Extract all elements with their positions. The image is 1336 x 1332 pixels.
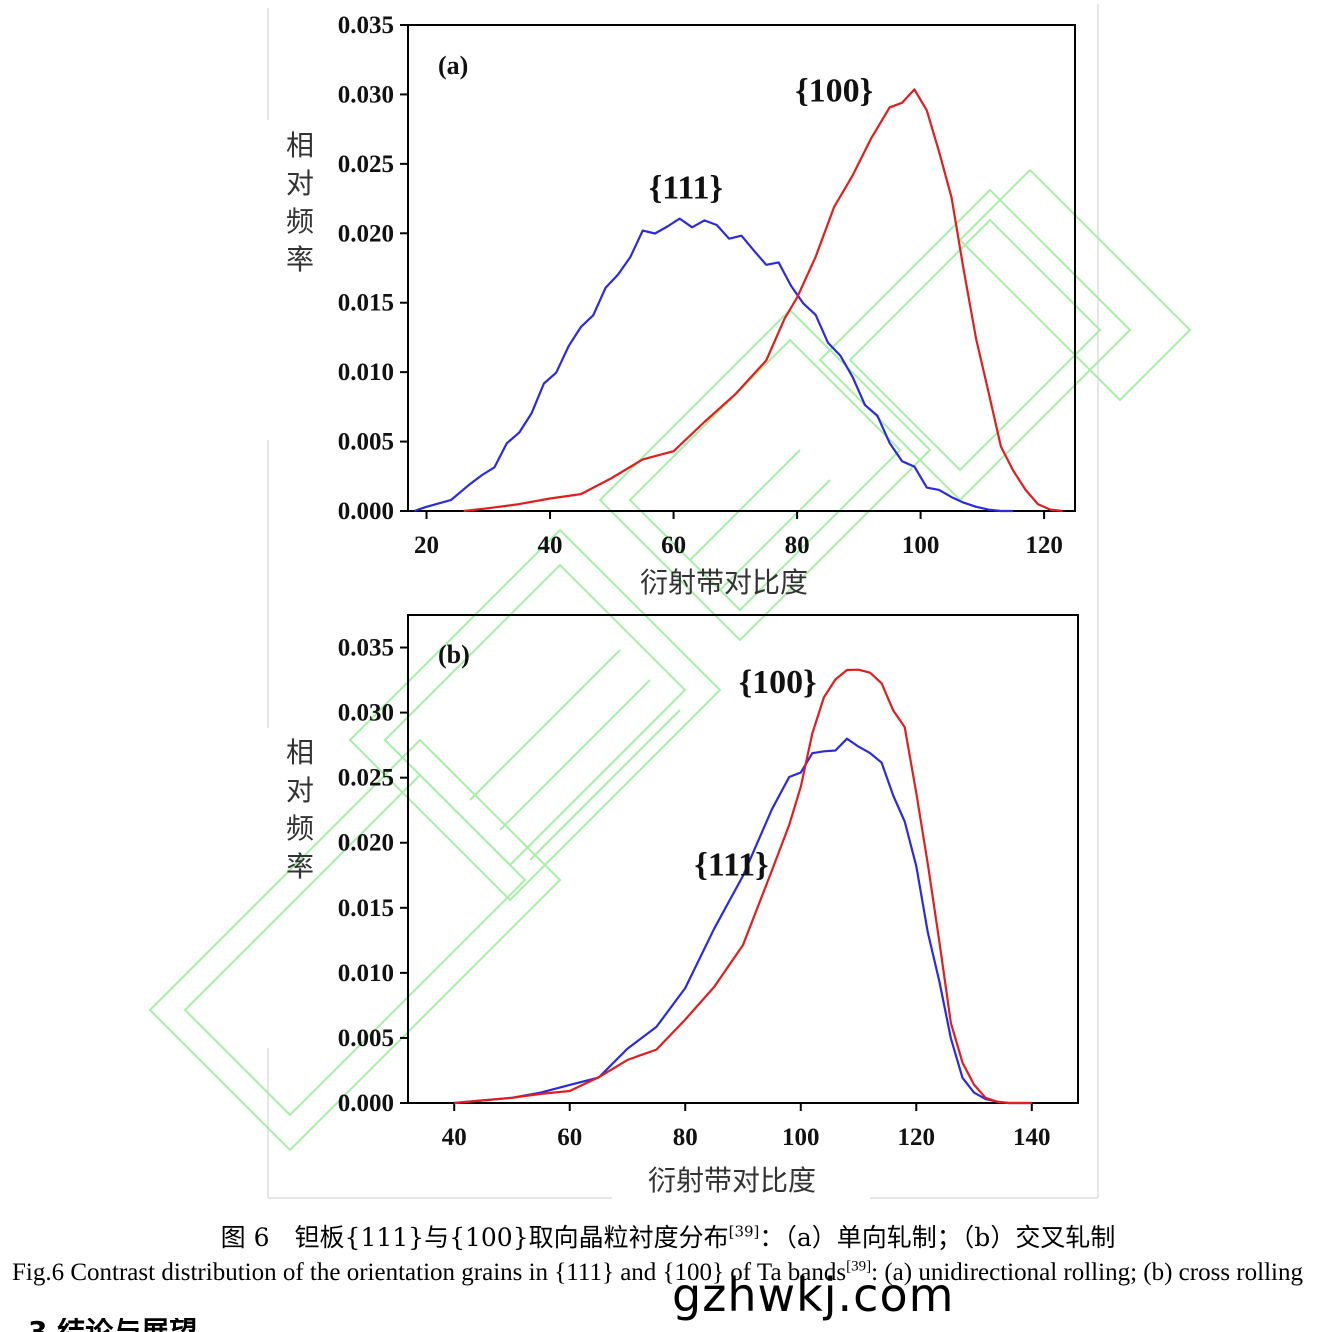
figure-frame xyxy=(267,4,1099,1199)
plot-frame-a xyxy=(407,24,1076,512)
x-tick-label: 60 xyxy=(557,1124,582,1151)
y-tick-label: 0.035 xyxy=(338,635,394,662)
y-tick-label: 0.005 xyxy=(338,1025,394,1052)
caption-cn-text: 钽板{111}与{100}取向晶粒衬度分布 xyxy=(294,1223,729,1252)
series-100-line-a xyxy=(463,88,1063,513)
caption-en-tail: : (a) unidirectional rolling; (b) cross … xyxy=(871,1259,1303,1286)
figure: 0.000 0.005 0.010 0.015 0.020 0.025 0.030 0.035… xyxy=(148,4,1192,1199)
x-tick-label: 100 xyxy=(902,532,940,559)
x-tick-label: 80 xyxy=(785,532,810,559)
y-axis-label-char: 对 xyxy=(286,167,314,200)
y-axis-label-char: 对 xyxy=(286,774,314,807)
series-111-line-b xyxy=(454,737,1032,1105)
x-tick-label: 120 xyxy=(898,1124,936,1151)
y-tick-label: 0.025 xyxy=(338,151,394,178)
y-tick-label: 0.030 xyxy=(338,700,394,727)
caption-cn-tail: ：（a）单向轧制；（b）交叉轧制 xyxy=(759,1223,1116,1252)
x-tick-label: 20 xyxy=(414,532,439,559)
caption-chinese: 图 6 钽板{111}与{100}取向晶粒衬度分布[39]：（a）单向轧制；（b… xyxy=(0,1218,1336,1254)
x-tick-label: 40 xyxy=(538,532,563,559)
y-tick-label: 0.015 xyxy=(338,895,394,922)
y-tick-label: 0.035 xyxy=(338,12,394,39)
series-label-100-b: {100} xyxy=(739,664,817,701)
x-axis-label-a: 衍射带对比度 xyxy=(640,566,808,599)
y-axis-label-char: 率 xyxy=(286,243,314,276)
x-tick-label: 80 xyxy=(673,1124,698,1151)
x-tick-label: 120 xyxy=(1025,532,1063,559)
plot-frame-b xyxy=(407,614,1079,1104)
y-tick-label: 0.030 xyxy=(338,81,394,108)
y-tick-label: 0.005 xyxy=(338,429,394,456)
y-axis-label-char: 相 xyxy=(286,129,314,162)
caption-cn-figure-number: 图 6 xyxy=(220,1223,270,1252)
y-tick-label: 0.020 xyxy=(338,220,394,247)
y-axis-label-char: 频 xyxy=(286,812,314,845)
y-tick-label: 0.025 xyxy=(338,765,394,792)
series-label-111-a: {111} xyxy=(649,170,723,207)
watermark-logo-art xyxy=(148,168,1192,1152)
y-axis-label-char: 率 xyxy=(286,850,314,883)
x-tick-label: 60 xyxy=(661,532,686,559)
y-tick-label: 0.015 xyxy=(338,290,394,317)
y-tick-label: 0.000 xyxy=(338,498,394,525)
y-axis-label-char: 相 xyxy=(286,736,314,769)
x-tick-label: 40 xyxy=(442,1124,467,1151)
y-tick-label: 0.010 xyxy=(338,359,394,386)
y-axis-label-char: 频 xyxy=(286,205,314,238)
y-tick-label: 0.000 xyxy=(338,1090,394,1117)
series-label-100-a: {100} xyxy=(795,72,873,109)
y-tick-label: 0.010 xyxy=(338,960,394,987)
caption-cn-reference: [39] xyxy=(728,1222,760,1241)
x-tick-label: 140 xyxy=(1013,1124,1051,1151)
panel-label-a: (a) xyxy=(438,51,468,80)
chart-panel-a: 0.000 0.005 0.010 0.015 0.020 0.025 0.030 0.035… xyxy=(286,12,1076,599)
series-label-111-b: {111} xyxy=(694,846,768,883)
next-section-heading-fragment: 3 结论与展望 xyxy=(28,1318,258,1332)
series-111-line-a xyxy=(413,217,1014,513)
caption-en-reference: [39] xyxy=(846,1258,872,1275)
caption-english: Fig.6 Contrast distribution of the orien… xyxy=(12,1258,1332,1288)
series-100-line-b xyxy=(454,668,1032,1105)
x-tick-label: 100 xyxy=(782,1124,820,1151)
chart-panel-b: 0.000 0.005 0.010 0.015 0.020 0.025 0.030 0.035… xyxy=(286,614,1079,1197)
caption-en-text: Fig.6 Contrast distribution of the orien… xyxy=(12,1259,847,1286)
y-tick-label: 0.020 xyxy=(338,830,394,857)
panel-label-b: (b) xyxy=(438,640,470,669)
watermark-text: gzhwkj.com xyxy=(672,1268,955,1322)
x-axis-label-b: 衍射带对比度 xyxy=(648,1164,816,1197)
